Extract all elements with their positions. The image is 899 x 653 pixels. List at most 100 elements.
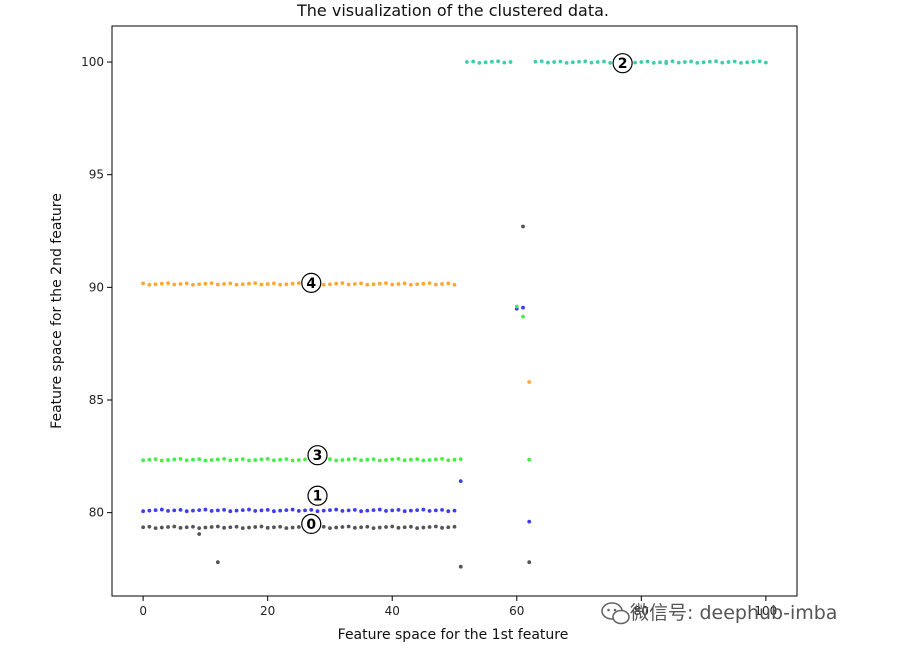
data-point [272,509,276,514]
cluster-label: 3 [313,448,323,464]
data-point [415,508,420,513]
y-tick-label: 90 [89,280,104,294]
data-point [409,508,413,513]
data-point [732,59,737,64]
data-point [166,509,170,513]
data-point [228,458,233,463]
data-point [203,281,208,286]
cluster-marker [612,53,633,74]
data-point [489,59,494,64]
data-point [240,526,245,530]
data-point [328,457,332,462]
x-tick-label: 60 [509,604,524,618]
data-point [564,60,569,65]
data-point [159,507,164,512]
data-point [763,60,768,65]
y-tick-label: 100 [81,55,104,69]
data-point [153,508,158,513]
data-point [203,507,208,512]
data-point [570,60,575,65]
data-point [377,525,382,530]
data-point [184,525,189,530]
data-point [402,281,407,286]
data-point [365,282,370,287]
data-point [527,560,532,565]
data-point [465,60,469,64]
data-point [247,281,251,286]
data-point [278,457,283,462]
data-point [365,524,370,529]
data-point [234,282,239,287]
data-point [178,456,183,461]
data-point [296,458,301,462]
data-point [390,508,395,513]
data-point [265,456,270,461]
data-point [446,525,451,530]
data-point [502,60,507,65]
data-point [166,281,170,286]
data-point [222,282,226,286]
data-point [340,509,345,513]
data-point [483,60,488,65]
data-point [172,457,177,462]
data-point [321,508,326,513]
cluster-label: 4 [306,276,316,292]
data-point [514,304,519,309]
watermark: 微信号: deephub-imba [601,602,837,625]
data-point [745,60,750,65]
data-point [639,60,644,64]
data-point [334,507,339,512]
data-point [153,282,158,287]
data-point [215,282,220,287]
data-point [159,458,164,463]
cluster-marker [307,485,328,506]
data-point [234,457,239,462]
data-point [184,509,189,514]
data-point [334,281,339,286]
data-point [427,509,432,513]
data-point [527,380,532,384]
wechat-icon [601,602,630,625]
data-point [346,457,351,462]
data-point [390,524,395,529]
plot-frame [111,25,798,597]
data-point [259,524,264,529]
data-point [433,524,438,529]
data-point [527,519,532,524]
data-point [209,525,214,529]
data-point [415,526,420,530]
data-points [141,59,768,569]
data-point [346,524,351,529]
data-point [141,281,146,286]
data-point [726,60,731,64]
data-point [676,60,681,65]
data-point [334,458,339,463]
x-tick-label: 80 [634,604,649,618]
data-point [272,281,276,286]
data-point [209,458,214,462]
data-point [433,457,438,462]
data-point [265,282,270,286]
data-point [458,479,463,483]
data-point [359,458,363,463]
data-point [209,281,214,286]
data-point [390,282,395,287]
data-point [290,458,295,463]
data-point [184,281,189,286]
data-point [228,509,233,514]
data-point [259,282,264,287]
data-point [427,525,432,529]
data-point [633,60,637,65]
data-point [290,525,295,530]
data-point [334,525,339,530]
data-point [352,507,357,512]
data-point [377,458,382,463]
cluster-label: 0 [306,517,316,533]
data-point [278,508,283,513]
data-point [371,457,376,462]
data-point [446,509,451,514]
data-point [172,508,177,513]
data-point [739,60,743,65]
data-point [222,456,226,461]
data-point [602,59,606,64]
